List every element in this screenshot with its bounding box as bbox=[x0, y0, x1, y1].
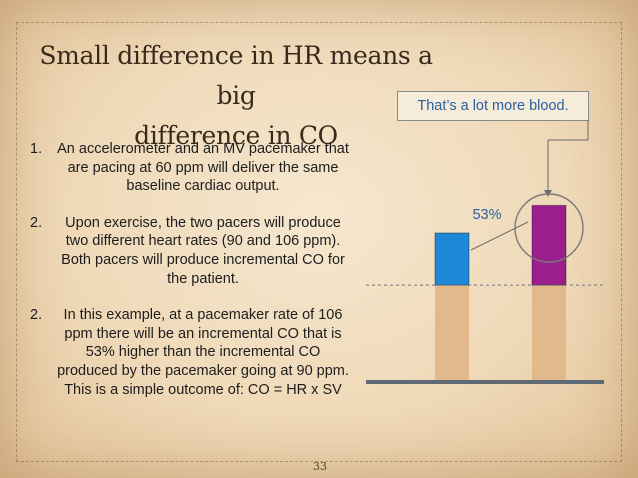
bar-incremental-segment bbox=[434, 232, 470, 286]
bar-baseline-segment bbox=[532, 285, 566, 380]
bullet-list: 1. An accelerometer and an MV pacemaker … bbox=[30, 140, 350, 417]
list-item: 2. In this example, at a pacemaker rate … bbox=[30, 306, 350, 399]
list-item-text: An accelerometer and an MV pacemaker tha… bbox=[57, 141, 349, 195]
list-item: 2. Upon exercise, the two pacers will pr… bbox=[30, 214, 350, 288]
title-line-2: difference in CO bbox=[134, 121, 338, 150]
list-item-text: In this example, at a pacemaker rate of … bbox=[57, 307, 349, 398]
list-item-text: Upon exercise, the two pacers will produ… bbox=[61, 214, 345, 287]
page-number: 33 bbox=[313, 460, 327, 473]
bar-baseline-segment bbox=[435, 285, 469, 380]
chart-ground-line bbox=[366, 380, 604, 384]
bar-incremental-segment bbox=[531, 204, 567, 286]
list-item-number: 2. bbox=[30, 214, 43, 231]
title-line-1: Small difference in HR means a big bbox=[39, 41, 433, 110]
annotation-pointer-line bbox=[470, 221, 529, 251]
list-item-number: 2. bbox=[30, 307, 43, 324]
callout-box: That’s a lot more blood. bbox=[397, 91, 589, 121]
list-item-number: 1. bbox=[30, 141, 43, 157]
list-item: 1. An accelerometer and an MV pacemaker … bbox=[30, 140, 350, 196]
slide-title: Small difference in HR means a big diffe… bbox=[26, 36, 446, 156]
annotation-53-percent: 53% bbox=[472, 207, 501, 223]
